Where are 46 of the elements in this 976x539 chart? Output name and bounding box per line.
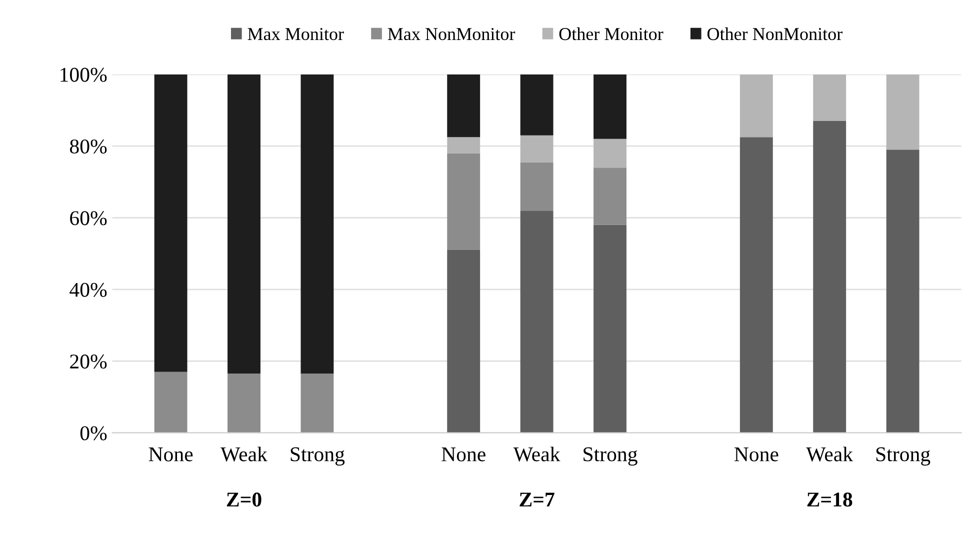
- bar: [300, 74, 334, 374]
- legend-label: Max Monitor: [248, 28, 344, 40]
- bar: [447, 137, 480, 154]
- x-tick-label: Weak: [806, 446, 854, 462]
- bar: [813, 74, 846, 121]
- y-tick-label: 100%: [60, 68, 107, 82]
- y-tick-label: 0%: [80, 426, 107, 440]
- bar: [228, 374, 260, 433]
- bar: [594, 74, 626, 139]
- bar: [520, 162, 554, 211]
- x-tick-label: Weak: [220, 446, 268, 462]
- x-tick-label: None: [734, 448, 778, 462]
- bar: [520, 74, 554, 136]
- text: Z=18: [807, 492, 852, 507]
- x-tick-label: Weak: [513, 446, 560, 462]
- legend-label: Other Monitor: [559, 27, 664, 40]
- bar: [813, 120, 846, 433]
- y-tick-label: 20%: [70, 354, 107, 369]
- y-tick-label: 40%: [70, 282, 107, 297]
- bar: [300, 374, 334, 433]
- bar: [520, 210, 554, 433]
- bar: [154, 74, 188, 372]
- x-tick-label: Strong: [876, 447, 930, 466]
- legend-label: Max NonMonitor: [388, 28, 516, 40]
- bar: [886, 150, 920, 433]
- y-tick-label: 80%: [70, 139, 107, 154]
- bar: [740, 137, 773, 433]
- bar: [447, 250, 480, 433]
- y-tick-label: 60%: [70, 211, 107, 226]
- bar: [740, 74, 773, 138]
- text: Z=0: [226, 492, 262, 507]
- bar: [594, 224, 626, 433]
- bar: [447, 153, 480, 250]
- bar: [447, 74, 480, 138]
- text: Z=7: [520, 492, 554, 506]
- x-tick-label: Strong: [584, 447, 638, 466]
- bar: [154, 372, 188, 433]
- bar: [594, 168, 626, 225]
- x-tick-label: Strong: [290, 447, 345, 466]
- x-tick-label: None: [148, 448, 193, 462]
- bar: [886, 74, 920, 150]
- bar: [594, 138, 626, 168]
- legend-label: Other NonMonitor: [707, 27, 842, 40]
- bar: [228, 74, 260, 374]
- x-tick-label: None: [442, 448, 486, 462]
- bar: [520, 135, 554, 162]
